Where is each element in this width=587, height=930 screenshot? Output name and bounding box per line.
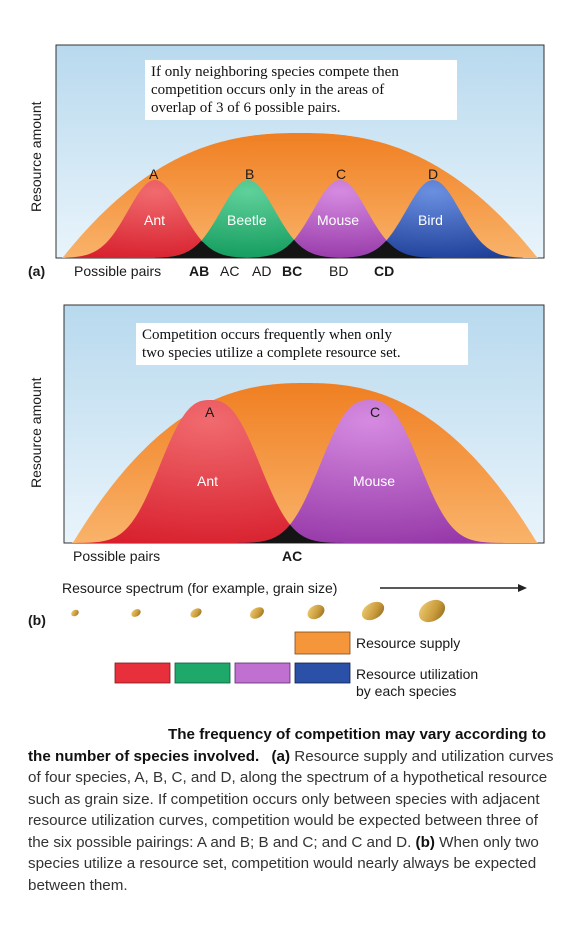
legend-utilization-line: by each species [356, 683, 457, 699]
panel-b-pairs-label: Possible pairs [73, 548, 161, 564]
species-name-ant: Ant [144, 212, 166, 228]
panel-a-pairs-label: Possible pairs [74, 263, 162, 279]
legend-utilization-label: Resource utilization by each species [356, 666, 478, 700]
grain-icon [250, 607, 264, 619]
spectrum-arrowhead [518, 584, 527, 592]
caption-text-a: Resource supply and utilization curves o… [28, 747, 554, 851]
legend-swatch-blue [294, 662, 351, 684]
pair-ac: AC [220, 263, 240, 279]
caption-b-tag: (b) [415, 833, 435, 851]
species-letter-c: C [336, 166, 347, 182]
grain-icon [307, 604, 325, 620]
legend-swatch-green [174, 662, 231, 684]
pair-ac-b: AC [282, 548, 303, 564]
panel-b-y-axis-label: Resource amount [28, 377, 44, 488]
pair-ad: AD [252, 263, 272, 279]
note-line: Competition occurs frequently when only [142, 327, 392, 343]
note-line: two species utilize a complete resource … [142, 345, 401, 361]
species-letter-d: D [428, 166, 439, 182]
overlap-cd-fill [340, 240, 433, 258]
grain-icon [361, 601, 385, 621]
grain-size-series [71, 599, 446, 623]
utilization-curve-bird [343, 180, 523, 258]
species-name-bird: Bird [418, 212, 443, 228]
species-name-mouse: Mouse [317, 212, 360, 228]
grain-icon [190, 608, 202, 618]
utilization-curve-mouse [250, 180, 430, 258]
overlap-bc-fill [248, 239, 340, 258]
grain-icon [131, 609, 141, 617]
pair-bd: BD [329, 263, 349, 279]
legend-swatch-purple [234, 662, 291, 684]
overlap-ab-fill [155, 240, 248, 258]
pair-bc: BC [282, 263, 303, 279]
legend-utilization-line: Resource utilization [356, 666, 479, 682]
caption-a-tag: (a) [271, 747, 291, 765]
note-line: competition occurs only in the areas of [151, 82, 385, 98]
utilization-curve-beetle [158, 180, 338, 258]
figure-caption: The frequency of competition may vary ac… [28, 724, 558, 896]
overlap-ac-fill [210, 524, 370, 543]
pair-cd: CD [374, 263, 395, 279]
utilization-curve-ant [65, 180, 245, 258]
species-letter-a-b: A [205, 404, 215, 420]
species-name-mouse-b: Mouse [353, 473, 396, 489]
panel-a-tag: (a) [28, 263, 46, 279]
pair-ab: AB [189, 263, 210, 279]
species-letter-c-b: C [370, 404, 381, 420]
grain-icon [71, 609, 79, 617]
species-letter-b: B [245, 166, 255, 182]
panel-a-note: If only neighboring species compete then… [145, 60, 457, 120]
grain-icon [418, 599, 446, 623]
utilization-curve-mouse-b [230, 400, 510, 543]
species-letter-a: A [149, 166, 159, 182]
legend-supply-label: Resource supply [356, 635, 461, 651]
legend-swatch-supply [294, 631, 351, 655]
species-name-ant-b: Ant [197, 473, 219, 489]
panel-a-y-axis-label: Resource amount [28, 101, 44, 212]
spectrum-label: Resource spectrum (for example, grain si… [62, 580, 338, 596]
panel-b-note: Competition occurs frequently when only … [136, 323, 468, 365]
utilization-curve-ant-b [70, 400, 350, 543]
legend-swatch-red [114, 662, 171, 684]
species-name-beetle: Beetle [227, 212, 267, 228]
panel-b-tag: (b) [28, 612, 46, 628]
caption-text-b: When only two species utilize a resource… [28, 833, 539, 894]
note-line: If only neighboring species compete then [151, 64, 399, 80]
note-line: overlap of 3 of 6 possible pairs. [151, 100, 341, 116]
caption-title: The frequency of competition may vary ac… [28, 726, 547, 765]
